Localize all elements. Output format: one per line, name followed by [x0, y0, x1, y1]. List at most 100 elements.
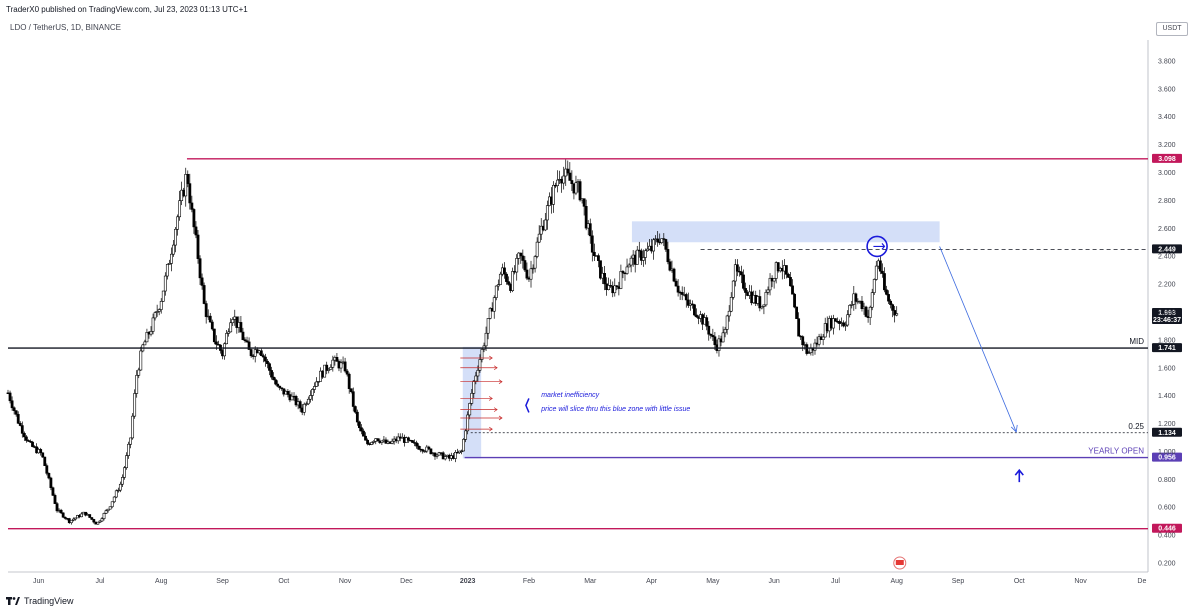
- x-tick-label: Oct: [1014, 578, 1025, 585]
- x-tick-label: Jun: [768, 578, 779, 585]
- candle-body: [159, 301, 163, 310]
- x-tick-label: Nov: [1074, 578, 1087, 585]
- candle-body: [145, 332, 149, 343]
- candle-body: [294, 396, 298, 406]
- candle-body: [51, 487, 55, 496]
- candle-body: [131, 415, 135, 439]
- candle-body: [343, 361, 347, 372]
- candle-body: [568, 172, 572, 181]
- footer-brand: TradingView: [24, 596, 74, 606]
- level-label: MID: [1129, 337, 1144, 346]
- candle-body: [492, 297, 496, 312]
- candle-body: [370, 442, 374, 445]
- candle-body: [511, 271, 515, 291]
- candle-body: [396, 436, 400, 442]
- candle-body: [8, 392, 12, 402]
- candle-body: [178, 200, 182, 218]
- candle-body: [261, 355, 265, 358]
- candle-body: [625, 266, 629, 274]
- candle-body: [433, 452, 437, 457]
- candle-body: [315, 381, 318, 387]
- currency-badge[interactable]: USDT: [1156, 22, 1188, 36]
- candle-body: [390, 440, 394, 444]
- candle-body: [784, 265, 788, 275]
- candle-body: [684, 294, 688, 301]
- candle-body: [272, 376, 275, 381]
- candle-body: [460, 450, 463, 453]
- candle-body: [543, 219, 547, 231]
- candle-body: [878, 260, 882, 272]
- candle-body: [102, 513, 106, 519]
- candle-body: [139, 350, 143, 371]
- candle-body: [805, 344, 809, 354]
- tradingview-logo-icon: [6, 597, 20, 605]
- candle-body: [127, 443, 130, 456]
- candle-body: [161, 290, 165, 302]
- candle-body: [225, 333, 229, 345]
- candle-body: [646, 248, 649, 252]
- y-tick-label: 0.200: [1158, 561, 1176, 568]
- candle-body: [885, 289, 888, 295]
- candle-body: [188, 183, 192, 204]
- candle-body: [45, 465, 49, 474]
- candle-body: [329, 366, 333, 370]
- candle-body: [760, 306, 764, 309]
- candle-body: [727, 310, 731, 317]
- candle-body: [129, 437, 132, 445]
- candle-body: [243, 339, 247, 342]
- candle-body: [31, 441, 34, 447]
- price-badge: [1152, 452, 1182, 462]
- candle-body: [766, 289, 770, 293]
- candle-body: [874, 265, 878, 280]
- candle-body: [672, 268, 676, 282]
- candle-body: [90, 517, 94, 520]
- candle-body: [441, 452, 445, 460]
- candle-body: [149, 331, 153, 335]
- candle-body: [592, 251, 596, 257]
- annotation-text: market inefficiency: [541, 392, 599, 399]
- y-tick-label: 3.600: [1158, 86, 1176, 93]
- candle-body: [582, 198, 586, 207]
- candle-body: [137, 369, 141, 376]
- candle-body: [674, 280, 678, 287]
- candle-body: [184, 174, 188, 197]
- plot-area[interactable]: [8, 40, 1148, 570]
- candle-body: [41, 452, 45, 458]
- tradingview-footer[interactable]: TradingView: [6, 596, 74, 606]
- chevron-left-icon: [525, 398, 530, 413]
- candle-body: [850, 304, 854, 306]
- candle-body: [278, 385, 282, 389]
- candle-body: [817, 336, 821, 345]
- candle-body: [118, 483, 122, 491]
- price-badge-text: 3.098: [1158, 156, 1176, 163]
- candle-body: [323, 364, 327, 378]
- candle-body: [834, 318, 837, 322]
- candle-body: [407, 437, 410, 441]
- candle-body: [695, 314, 698, 318]
- candle-body: [721, 332, 725, 343]
- candle-body: [478, 359, 482, 371]
- candle-body: [789, 277, 792, 287]
- candle-body: [61, 512, 65, 518]
- arrow-head-icon: [488, 396, 493, 401]
- candle-body: [435, 454, 439, 457]
- candle-body: [306, 398, 310, 405]
- candle-body: [597, 255, 600, 261]
- candle-body: [20, 425, 24, 434]
- candle-body: [170, 253, 173, 264]
- candle-body: [662, 238, 666, 240]
- candle-body: [313, 386, 316, 390]
- candle-body: [274, 379, 278, 385]
- candle-body: [351, 391, 355, 407]
- candle-body: [59, 509, 63, 514]
- candle-body: [599, 260, 602, 279]
- candle-body: [474, 375, 478, 382]
- candle-body: [157, 309, 161, 312]
- candle-body: [364, 435, 367, 441]
- candle-body: [192, 209, 196, 228]
- candle-body: [515, 258, 519, 273]
- candle-body: [868, 306, 872, 318]
- candle-body: [125, 455, 128, 469]
- candle-body: [259, 350, 263, 356]
